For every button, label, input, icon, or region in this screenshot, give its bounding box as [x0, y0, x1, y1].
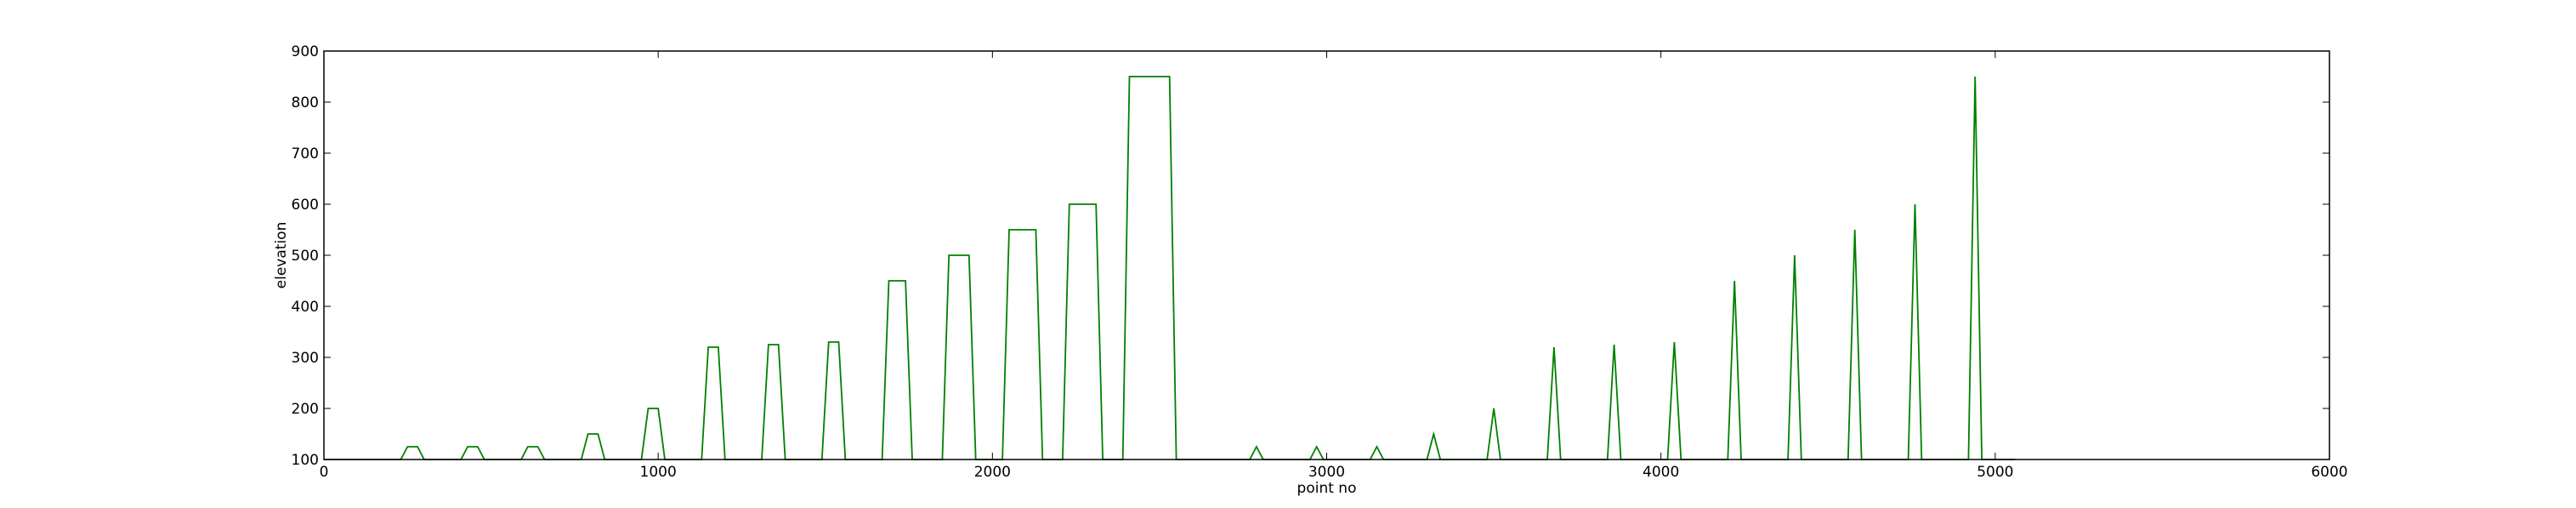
y-tick-label: 900: [292, 43, 319, 60]
x-tick-label: 1000: [640, 464, 677, 481]
y-tick-label: 300: [292, 350, 319, 367]
x-tick-label: 2000: [974, 464, 1011, 481]
x-tick-label: 6000: [2311, 464, 2347, 481]
x-tick-label: 3000: [1308, 464, 1345, 481]
y-tick-label: 700: [292, 146, 319, 163]
elevation-series-line: [324, 76, 2016, 460]
x-tick-label: 4000: [1643, 464, 1679, 481]
axis-ticks: [323, 50, 2330, 460]
x-axis-title: point no: [1297, 480, 1357, 497]
y-tick-label: 600: [292, 197, 319, 214]
axis-tick-labels: 0 1000 2000 3000 4000 5000 6000 100 200 300 400 500…: [292, 43, 2348, 481]
x-tick-label: 5000: [1977, 464, 2013, 481]
x-tick-label: 0: [320, 464, 329, 481]
y-tick-label: 200: [292, 401, 319, 418]
plot-area-frame: [323, 50, 2330, 460]
y-tick-label: 500: [292, 248, 319, 265]
y-axis-title: elevation: [273, 222, 290, 289]
y-tick-label: 400: [292, 299, 319, 316]
y-tick-label: 100: [292, 452, 319, 469]
y-tick-label: 800: [292, 94, 319, 111]
